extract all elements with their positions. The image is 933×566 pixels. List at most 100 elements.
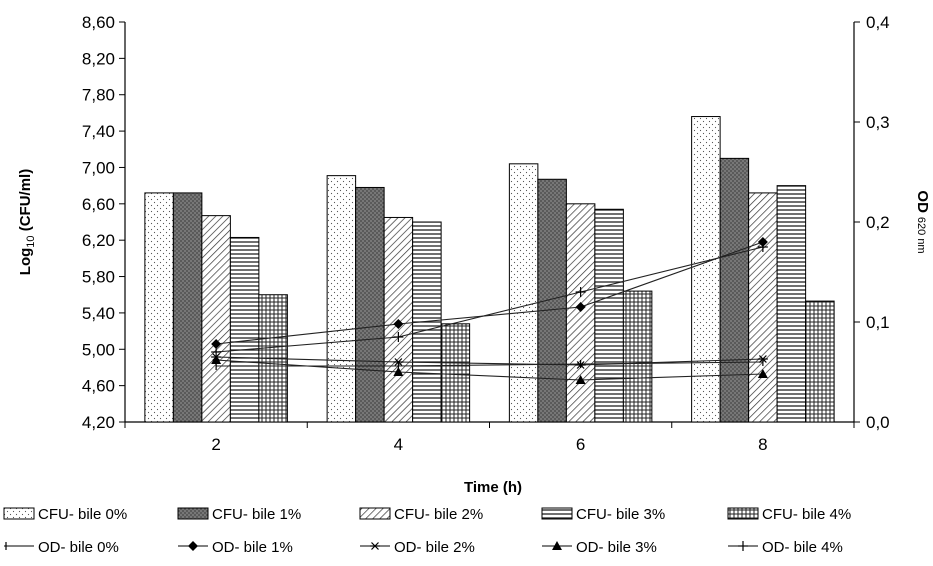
point-od-bile-2-t8	[757, 355, 768, 363]
bar-cfu-bile-1-t4	[355, 186, 385, 423]
y2-tick-label: 0,1	[866, 313, 890, 332]
legend-swatch	[727, 507, 759, 520]
legend-label: CFU- bile 0%	[38, 506, 127, 523]
y2-axis-title-main: OD	[914, 190, 931, 213]
point-od-bile-1-t6	[575, 302, 586, 312]
bar-cfu-bile-0-t6	[508, 163, 539, 423]
line-od-bile-1	[216, 241, 764, 345]
legend-item-od-bile-1: OD- bile 1%	[178, 539, 293, 556]
point-od-bile-3-t4	[393, 367, 404, 376]
bar-cfu-bile-4-t4	[440, 323, 471, 423]
point-od-bile-2-t6	[575, 361, 586, 369]
y-tick-label: 5,40	[82, 304, 115, 323]
y2-axis-ticks: 0,0 0,1 0,2 0,3 0,4	[854, 13, 890, 432]
point-od-bile-3-t6	[575, 375, 586, 384]
y-tick-label: 5,80	[82, 268, 115, 287]
y-tick-label: 8,20	[82, 49, 115, 68]
point-od-bile-3-t2	[211, 355, 222, 364]
legend-swatch	[3, 507, 35, 520]
od-lines	[211, 237, 768, 384]
y-tick-label: 7,40	[82, 122, 115, 141]
legend-item-cfu-bile-1: CFU- bile 1%	[177, 506, 301, 523]
x-axis-ticks: 2 4 6 8	[124, 422, 855, 454]
y-axis-title-main: Log	[17, 248, 34, 276]
y2-tick-label: 0,2	[866, 213, 890, 232]
legend-item-cfu-bile-4: CFU- bile 4%	[727, 506, 851, 523]
legend-label: CFU- bile 4%	[762, 506, 851, 523]
bar-cfu-bile-3-t6	[594, 208, 624, 423]
y-tick-label: 7,80	[82, 86, 115, 105]
legend-label: CFU- bile 2%	[394, 506, 483, 523]
y-axis-title: Log10 (CFU/ml)	[17, 169, 37, 275]
point-od-bile-4-t4	[393, 332, 404, 342]
bar-cfu-bile-3-t8	[776, 185, 807, 423]
bar-cfu-bile-4-t6	[622, 290, 653, 423]
legend-label: OD- bile 4%	[762, 539, 843, 556]
line-od-bile-2	[216, 356, 763, 366]
y-tick-label: 6,20	[82, 231, 115, 250]
y2-tick-label: 0,3	[866, 113, 890, 132]
bar-cfu-bile-2-t6	[565, 203, 596, 423]
legend-swatch	[359, 507, 391, 520]
legend-item-cfu-bile-0: CFU- bile 0%	[3, 506, 127, 523]
y-axis-title-rest: (CFU/ml)	[17, 169, 34, 236]
bar-cfu-bile-1-t6	[537, 178, 567, 423]
legend-label: OD- bile 0%	[38, 539, 119, 556]
x-tick-label: 2	[211, 435, 220, 454]
legend-marker	[370, 542, 380, 550]
point-od-bile-2-t4	[393, 358, 404, 366]
y-tick-label: 6,60	[82, 195, 115, 214]
point-od-bile-3-t8	[757, 369, 768, 378]
legend: CFU- bile 0% CFU- bile 1% CFU- bile 2% CFU-…	[3, 506, 851, 556]
legend-item-od-bile-0: OD- bile 0%	[4, 539, 119, 556]
legend-marker	[552, 541, 562, 550]
bar-cfu-bile-4-t8	[805, 300, 835, 423]
legend-marker	[188, 541, 198, 551]
y-tick-label: 4,60	[82, 377, 115, 396]
legend-label: CFU- bile 3%	[576, 506, 665, 523]
x-tick-label: 8	[758, 435, 767, 454]
bar-cfu-bile-0-t2	[144, 192, 174, 423]
bar-cfu-bile-1-t2	[172, 192, 203, 423]
point-od-bile-4-t8	[757, 242, 768, 252]
y-axis-ticks: 4,20 4,60 5,00 5,40 5,80 6,20 6,60 7,00 7,40 7,80…	[82, 13, 125, 432]
y-tick-label: 5,00	[82, 340, 115, 359]
legend-label: OD- bile 2%	[394, 539, 475, 556]
y2-axis-title: OD 620 nm	[914, 190, 931, 253]
y2-tick-label: 0,0	[866, 413, 890, 432]
legend-item-od-bile-4: OD- bile 4%	[728, 539, 843, 556]
bar-cfu-bile-2-t2	[201, 215, 231, 423]
legend-item-cfu-bile-3: CFU- bile 3%	[541, 506, 665, 523]
x-tick-label: 6	[576, 435, 585, 454]
bars	[144, 116, 835, 423]
line-od-bile-4	[216, 246, 764, 353]
x-axis-title: Time (h)	[464, 479, 522, 496]
legend-marker	[738, 541, 748, 551]
bar-cfu-bile-0-t8	[691, 116, 721, 423]
y2-axis-title-sub: 620 nm	[915, 217, 927, 254]
point-od-bile-4-t6	[575, 287, 586, 297]
legend-item-od-bile-2: OD- bile 2%	[360, 539, 475, 556]
y-axis-title-sub: 10	[25, 235, 37, 247]
x-tick-label: 4	[394, 435, 403, 454]
legend-label: CFU- bile 1%	[212, 506, 301, 523]
y2-tick-label: 0,4	[866, 13, 890, 32]
legend-label: OD- bile 3%	[576, 539, 657, 556]
point-od-bile-1-t4	[393, 319, 404, 329]
point-od-bile-4-t2	[211, 347, 222, 357]
bar-cfu-bile-3-t2	[229, 236, 260, 423]
legend-swatch	[541, 507, 573, 520]
legend-label: OD- bile 1%	[212, 539, 293, 556]
bar-cfu-bile-0-t4	[326, 175, 357, 423]
y-tick-label: 8,60	[82, 13, 115, 32]
y-tick-label: 4,20	[82, 413, 115, 432]
legend-item-cfu-bile-2: CFU- bile 2%	[359, 506, 483, 523]
line-od-bile-3	[216, 359, 763, 381]
bar-cfu-bile-2-t8	[748, 192, 778, 423]
bar-cfu-bile-1-t8	[719, 157, 750, 423]
legend-swatch	[177, 507, 209, 520]
legend-item-od-bile-3: OD- bile 3%	[542, 539, 657, 556]
y-tick-label: 7,00	[82, 158, 115, 177]
point-od-bile-1-t2	[211, 339, 222, 349]
